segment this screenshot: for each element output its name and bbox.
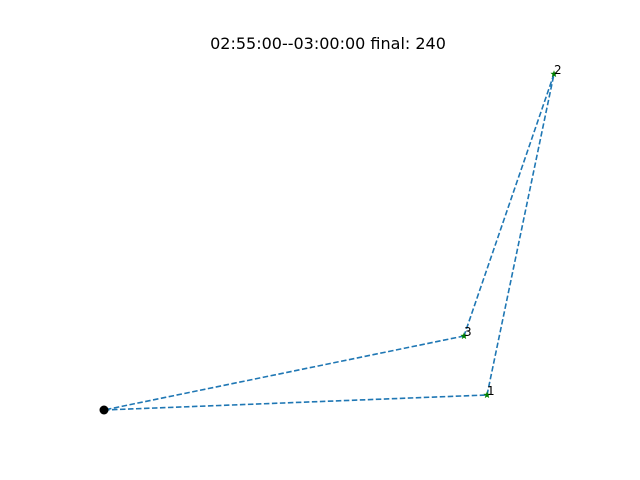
route-segment-1-to-2	[486, 73, 555, 396]
stop-marker-3	[460, 332, 468, 340]
stop-label-2: 2	[554, 63, 562, 77]
stop-label-1: 1	[487, 384, 495, 398]
route-markers	[99, 70, 558, 415]
depot-marker	[99, 405, 109, 415]
route-segment-3-to-depot	[103, 335, 465, 411]
stop-label-3: 3	[464, 325, 472, 339]
stop-labels: 1 2 3	[464, 63, 562, 398]
stop-marker-2	[550, 70, 558, 78]
route-segment-depot-to-1	[103, 394, 488, 411]
route-lines	[103, 73, 555, 411]
chart-title: 02:55:00--03:00:00 final: 240	[210, 34, 446, 53]
route-segment-2-to-3	[463, 73, 555, 337]
stop-marker-1	[483, 391, 491, 399]
